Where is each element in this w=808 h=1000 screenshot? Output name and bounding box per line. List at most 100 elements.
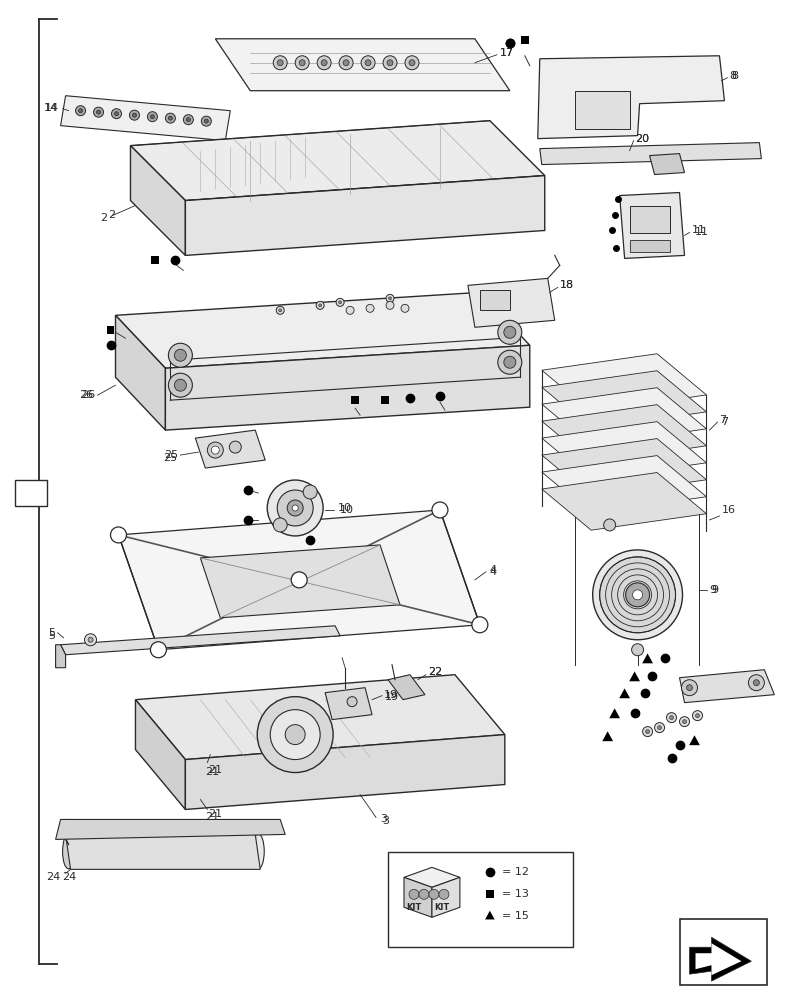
Circle shape (166, 113, 175, 123)
Circle shape (343, 60, 349, 66)
Bar (480, 290, 510, 310)
Polygon shape (185, 176, 545, 255)
Circle shape (208, 442, 223, 458)
Text: 22: 22 (428, 667, 442, 677)
Circle shape (277, 60, 284, 66)
Polygon shape (620, 193, 684, 258)
Polygon shape (485, 911, 494, 919)
Text: 18: 18 (560, 280, 574, 290)
Text: = 15: = 15 (502, 911, 528, 921)
Text: 16: 16 (722, 505, 735, 515)
Circle shape (504, 326, 516, 338)
Circle shape (168, 343, 192, 367)
Text: 25: 25 (164, 450, 179, 460)
Circle shape (383, 56, 397, 70)
Circle shape (201, 116, 212, 126)
Text: 4: 4 (490, 565, 497, 575)
Circle shape (681, 680, 697, 696)
Circle shape (303, 485, 318, 499)
Text: 21: 21 (205, 767, 220, 777)
Circle shape (291, 572, 307, 588)
Text: 10: 10 (338, 503, 352, 513)
Circle shape (600, 557, 675, 633)
Polygon shape (200, 545, 400, 618)
Text: 14: 14 (44, 103, 57, 113)
Polygon shape (629, 671, 640, 681)
Polygon shape (116, 315, 166, 430)
Text: = 13: = 13 (502, 889, 528, 899)
Polygon shape (541, 473, 706, 530)
Circle shape (632, 644, 644, 656)
Circle shape (625, 583, 650, 607)
Circle shape (279, 309, 282, 312)
Text: 5: 5 (48, 631, 56, 641)
Circle shape (299, 60, 305, 66)
Circle shape (642, 727, 653, 737)
Circle shape (401, 304, 409, 312)
Polygon shape (609, 708, 620, 718)
Polygon shape (680, 670, 774, 703)
Polygon shape (404, 867, 460, 887)
Polygon shape (119, 510, 480, 650)
Polygon shape (602, 731, 613, 741)
Polygon shape (61, 626, 340, 655)
Circle shape (646, 730, 650, 734)
Text: 20: 20 (636, 134, 650, 144)
Circle shape (316, 301, 324, 309)
Circle shape (386, 294, 394, 302)
Circle shape (133, 113, 137, 117)
Circle shape (187, 118, 191, 122)
Circle shape (683, 720, 687, 724)
Circle shape (270, 710, 320, 760)
Circle shape (409, 889, 419, 899)
Circle shape (112, 109, 121, 119)
Polygon shape (540, 143, 761, 165)
Circle shape (168, 373, 192, 397)
Text: 7: 7 (722, 417, 729, 427)
Ellipse shape (62, 834, 74, 869)
Text: 18: 18 (560, 280, 574, 290)
Text: 21: 21 (208, 809, 222, 819)
Polygon shape (130, 121, 545, 201)
Bar (629, 240, 670, 252)
Circle shape (129, 110, 140, 120)
Circle shape (267, 480, 323, 536)
Polygon shape (185, 735, 505, 809)
Circle shape (318, 304, 322, 307)
Polygon shape (388, 675, 425, 700)
Circle shape (276, 306, 284, 314)
Circle shape (680, 717, 689, 727)
Bar (107, 326, 115, 334)
Text: 19: 19 (384, 690, 398, 700)
Text: 9: 9 (712, 585, 718, 595)
Bar (521, 36, 528, 44)
Text: 5: 5 (48, 628, 56, 638)
Text: 24: 24 (62, 872, 77, 882)
Text: 4: 4 (490, 567, 497, 577)
Text: 9: 9 (709, 585, 717, 595)
Polygon shape (642, 653, 653, 663)
Text: 26: 26 (79, 390, 94, 400)
Circle shape (347, 697, 357, 707)
Polygon shape (541, 405, 706, 462)
Circle shape (204, 119, 208, 123)
Circle shape (212, 446, 219, 454)
Polygon shape (136, 700, 185, 809)
Circle shape (409, 60, 415, 66)
Bar (151, 256, 159, 264)
Text: 17: 17 (500, 48, 514, 58)
Circle shape (498, 350, 522, 374)
Polygon shape (116, 292, 530, 368)
Bar (680, 919, 768, 985)
Circle shape (85, 634, 96, 646)
Circle shape (175, 379, 187, 391)
Circle shape (633, 590, 642, 600)
Text: 17: 17 (500, 48, 514, 58)
Circle shape (339, 301, 342, 304)
Circle shape (96, 110, 100, 114)
Text: 20: 20 (636, 134, 650, 144)
Circle shape (429, 889, 439, 899)
Text: 26: 26 (82, 390, 95, 400)
Circle shape (687, 685, 692, 691)
Circle shape (277, 490, 314, 526)
